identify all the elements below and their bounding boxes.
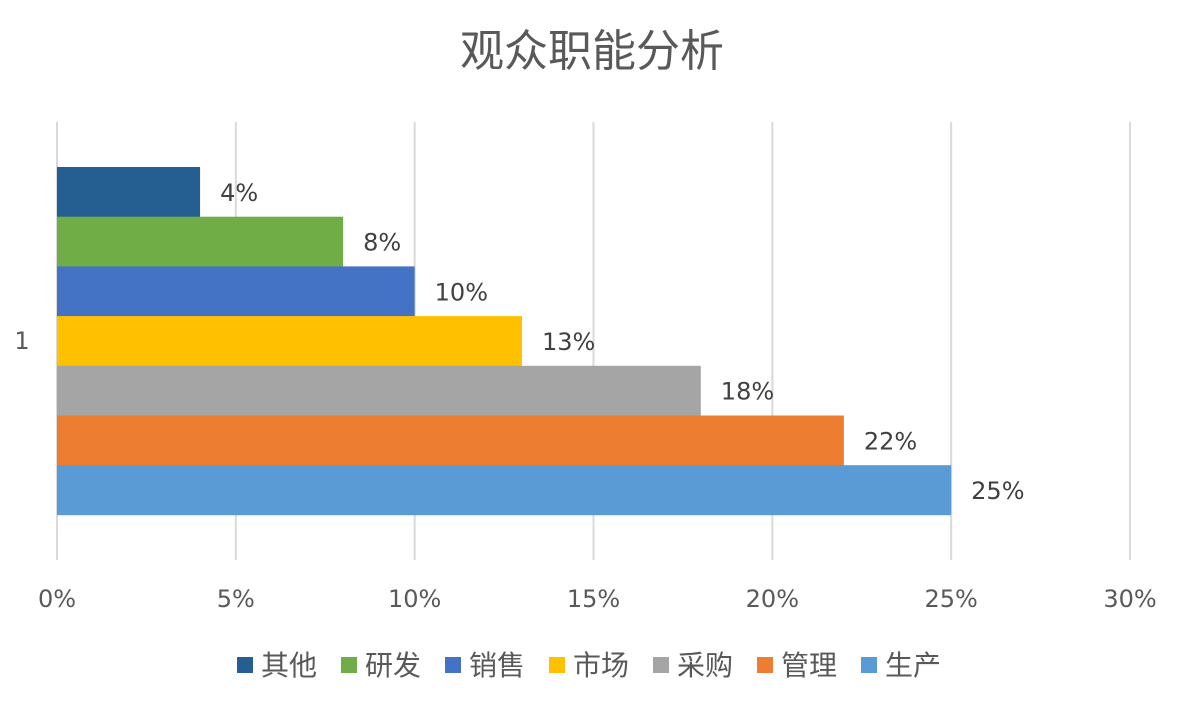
data-label: 4% <box>220 179 258 207</box>
legend: 其他 研发 销售 市场 采购 管理 生产 <box>237 649 941 682</box>
legend-label: 管理 <box>781 649 837 682</box>
legend-label: 销售 <box>469 649 525 682</box>
data-label: 10% <box>435 278 488 306</box>
x-tick-label: 0% <box>38 585 76 613</box>
data-label: 18% <box>721 378 774 406</box>
x-tick-label: 20% <box>746 585 799 613</box>
legend-swatch <box>341 657 357 673</box>
legend-label: 采购 <box>677 649 733 682</box>
legend-label: 其他 <box>261 649 317 682</box>
bars <box>57 167 952 516</box>
category-label: 1 <box>14 327 29 355</box>
x-tick-label: 15% <box>567 585 620 613</box>
data-labels: 4% 8% 10% 13% 18% 22% 25% <box>220 179 1024 505</box>
data-label: 8% <box>363 229 401 257</box>
data-label: 25% <box>971 477 1024 505</box>
legend-swatch <box>653 657 669 673</box>
bar <box>57 415 844 466</box>
legend-label: 研发 <box>365 649 421 682</box>
bar <box>57 365 701 416</box>
chart-title: 观众职能分析 <box>460 26 724 77</box>
x-tick-label: 25% <box>924 585 977 613</box>
bar <box>57 465 952 516</box>
x-axis-ticks: 0% 5% 10% 15% 20% 25% 30% <box>38 585 1157 613</box>
bar <box>57 316 522 367</box>
legend-label: 生产 <box>885 649 941 682</box>
legend-label: 市场 <box>573 649 629 682</box>
bar <box>57 266 415 317</box>
legend-swatch <box>549 657 565 673</box>
legend-swatch <box>237 657 253 673</box>
legend-swatch <box>861 657 877 673</box>
data-label: 13% <box>542 328 595 356</box>
bar <box>57 216 344 267</box>
x-tick-label: 10% <box>388 585 441 613</box>
x-tick-label: 5% <box>217 585 255 613</box>
bar <box>57 167 201 217</box>
data-label: 22% <box>864 427 917 455</box>
legend-swatch <box>757 657 773 673</box>
x-tick-label: 30% <box>1103 585 1156 613</box>
legend-swatch <box>445 657 461 673</box>
